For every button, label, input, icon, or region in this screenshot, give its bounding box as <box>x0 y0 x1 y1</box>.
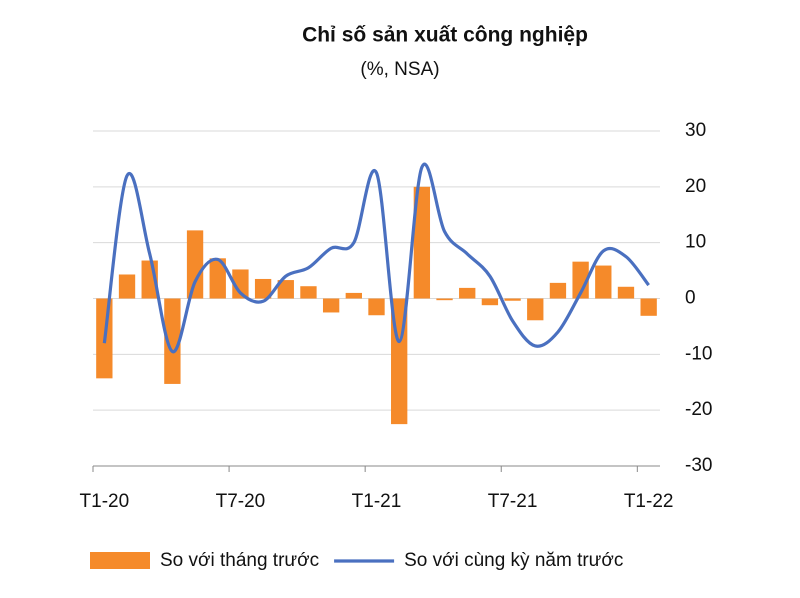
bar <box>459 287 476 299</box>
bar <box>209 258 226 299</box>
y-tick-label: 10 <box>685 232 706 253</box>
bar <box>164 298 181 384</box>
bar <box>549 282 567 299</box>
line <box>102 162 650 354</box>
bar <box>368 298 385 316</box>
bar <box>481 298 499 306</box>
bar <box>640 298 657 316</box>
y-tick-label: 20 <box>685 176 706 197</box>
bar <box>413 186 431 299</box>
y-tick-label: -30 <box>685 455 712 476</box>
x-tick-label: T7-20 <box>216 491 266 512</box>
bar <box>254 278 272 299</box>
bar <box>277 280 294 299</box>
chart-title: Chỉ số sản xuất công nghiệp <box>302 24 588 47</box>
bar <box>595 265 612 299</box>
bar <box>118 274 136 299</box>
x-tick-label: T1-22 <box>624 491 674 512</box>
legend-swatch <box>90 552 150 569</box>
bar <box>436 298 453 301</box>
y-tick-label: 0 <box>685 288 696 309</box>
x-tick-label: T1-21 <box>352 491 402 512</box>
bar <box>232 269 249 299</box>
y-tick-label: 30 <box>685 120 706 141</box>
bar <box>617 286 635 299</box>
y-tick-label: -10 <box>685 343 712 364</box>
chart-subtitle: (%, NSA) <box>360 59 439 80</box>
legend-label: So với cùng kỳ năm trước <box>404 550 623 571</box>
bar <box>527 298 544 321</box>
y-tick-label: -20 <box>685 399 712 420</box>
bar <box>504 298 521 301</box>
bar <box>300 286 317 299</box>
x-tick-label: T1-20 <box>80 491 130 512</box>
bar <box>572 261 589 299</box>
legend-label: So với tháng trước <box>160 550 319 571</box>
bar <box>322 298 340 313</box>
x-tick-label: T7-21 <box>488 491 538 512</box>
bar <box>186 230 204 299</box>
bar <box>345 292 362 299</box>
